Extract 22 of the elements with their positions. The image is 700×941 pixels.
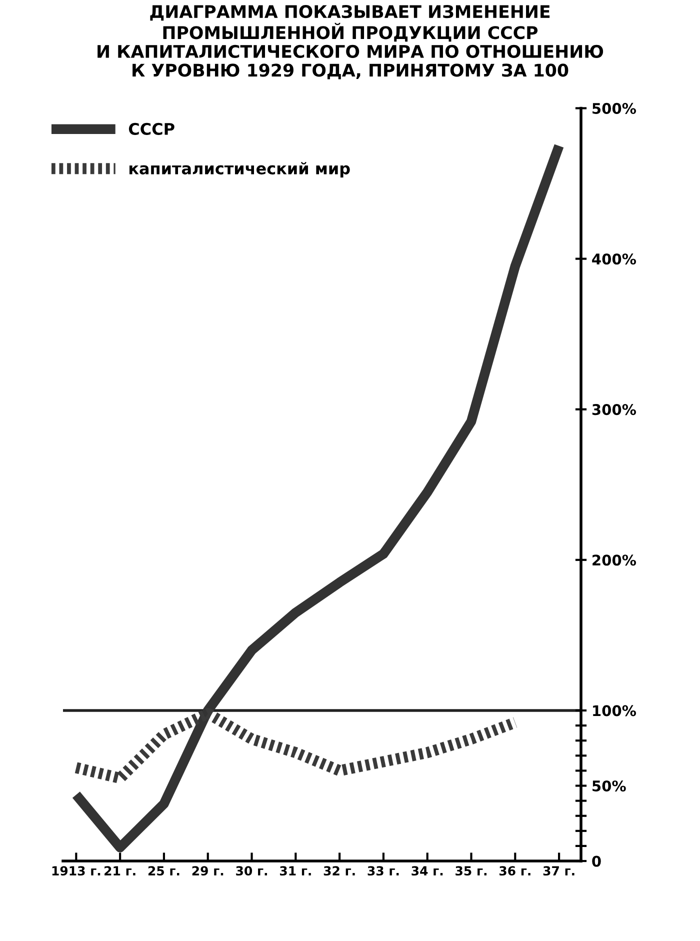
x-tick-label: 29 г. <box>192 866 224 876</box>
chart-title: ДИАГРАММА ПОКАЗЫВАЕТ ИЗМЕНЕНИЕ ПРОМЫШЛЕННОЙ ПРОДУКЦИИ СССР И КАПИТАЛИСТИЧЕСКОГО МИРА ПО ОТНОШЕНИЮ К УРОВНЮ 1929 ГОДА, ПРИНЯТОМУ ЗА 100 <box>98 5 604 80</box>
y-tick-label: 300% <box>592 404 636 416</box>
x-tick-label: 32 г. <box>324 866 355 876</box>
x-tick-label: 30 г. <box>236 866 267 876</box>
x-tick-label: 37 г. <box>543 866 574 876</box>
y-tick-label: 50% <box>592 780 626 792</box>
x-tick-label: 35 г. <box>456 866 486 876</box>
x-tick-label: 25 г. <box>148 866 180 876</box>
x-tick-label: 21 г. <box>104 866 136 876</box>
y-tick-label: 100% <box>593 705 636 716</box>
x-tick-label: 31 г. <box>280 866 311 876</box>
x-tick-label: 33 г. <box>368 866 399 876</box>
y-tick-label: 400% <box>592 253 636 265</box>
x-tick-label: 36 г. <box>499 866 530 876</box>
x-tick-label: 34 г. <box>412 866 443 876</box>
y-tick-label: 0 <box>592 856 601 867</box>
legend-label: СССР <box>128 122 174 135</box>
y-tick-label: 500% <box>592 102 636 114</box>
y-tick-label: 200% <box>592 554 636 566</box>
legend-label: капиталистический мир <box>129 162 350 178</box>
x-tick-label: 1913 г. <box>52 866 100 876</box>
